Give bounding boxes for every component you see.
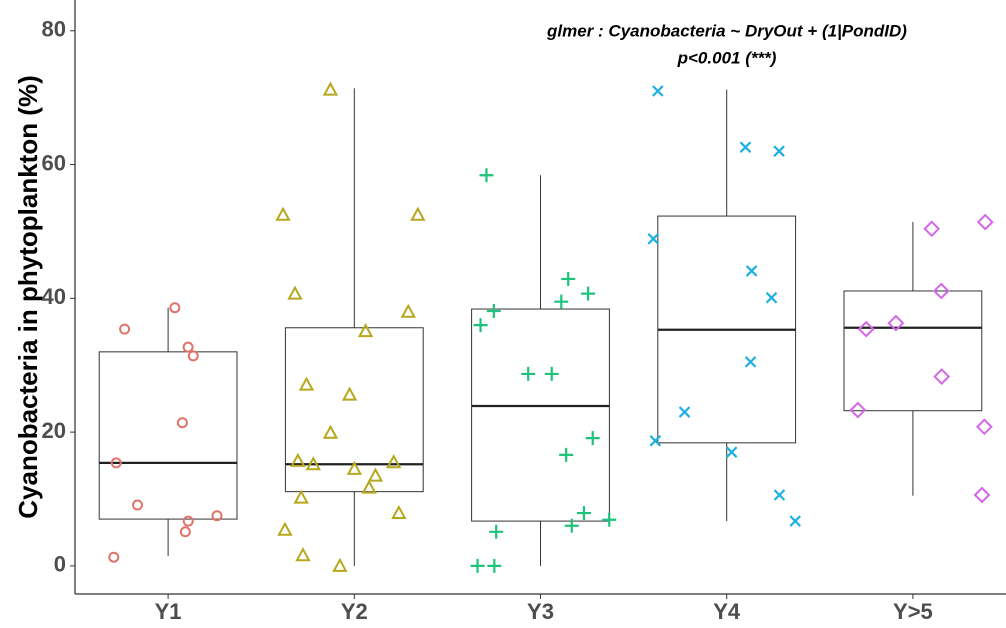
- y-tick-label: 40: [42, 284, 66, 309]
- point: [489, 524, 504, 539]
- point: [487, 558, 502, 573]
- point: [322, 424, 339, 439]
- point: [179, 526, 191, 538]
- point: [110, 457, 122, 469]
- point: [975, 418, 993, 436]
- point: [367, 467, 384, 482]
- point: [521, 366, 536, 381]
- point: [341, 386, 358, 401]
- y-tick-label: 0: [54, 552, 66, 577]
- x-tick-label: Y2: [341, 599, 368, 624]
- point: [295, 547, 311, 562]
- point: [973, 486, 991, 504]
- point: [298, 376, 315, 391]
- point: [652, 85, 664, 97]
- y-tick-label: 80: [42, 17, 66, 42]
- point: [849, 401, 867, 419]
- point: [400, 303, 416, 318]
- point: [322, 81, 339, 96]
- x-tick-label: Y4: [713, 599, 741, 624]
- point: [773, 489, 786, 501]
- point: [290, 452, 306, 467]
- point: [725, 446, 738, 458]
- point: [305, 456, 322, 471]
- point: [744, 356, 757, 368]
- point: [470, 558, 485, 573]
- point: [357, 323, 374, 338]
- point: [131, 499, 143, 511]
- point: [479, 168, 494, 183]
- point: [857, 320, 875, 338]
- y-tick-label: 60: [42, 150, 66, 175]
- point: [277, 521, 293, 536]
- point: [564, 518, 579, 533]
- point: [486, 304, 501, 319]
- point: [739, 141, 752, 153]
- point: [933, 368, 951, 386]
- point: [169, 302, 181, 314]
- point: [678, 406, 691, 418]
- point: [745, 265, 758, 277]
- point: [789, 515, 802, 527]
- point: [559, 447, 574, 462]
- point: [473, 318, 488, 333]
- point: [923, 220, 941, 238]
- point: [410, 206, 426, 221]
- point: [976, 213, 994, 231]
- point: [293, 489, 309, 504]
- y-axis-label: Cyanobacteria in phytoplankton (%): [13, 75, 43, 519]
- point: [576, 506, 591, 521]
- point: [182, 341, 194, 353]
- point: [275, 206, 291, 221]
- annotation: p<0.001 (***): [677, 48, 777, 67]
- point: [561, 271, 576, 286]
- box: [471, 308, 610, 522]
- point: [182, 515, 194, 527]
- x-tick-label: Y>5: [893, 599, 933, 624]
- x-tick-label: Y3: [527, 599, 554, 624]
- box: [284, 327, 424, 493]
- point: [554, 294, 569, 309]
- point: [361, 479, 377, 494]
- box: [98, 351, 238, 520]
- point: [773, 145, 785, 157]
- point: [585, 431, 600, 446]
- point: [346, 460, 363, 475]
- point: [581, 286, 596, 301]
- point: [287, 285, 303, 300]
- y-tick-label: 20: [42, 418, 66, 443]
- x-tick-label: Y1: [155, 599, 182, 624]
- point: [887, 314, 905, 332]
- point: [765, 291, 778, 304]
- point: [647, 233, 660, 245]
- point: [386, 454, 402, 469]
- point: [108, 551, 120, 563]
- point: [211, 510, 223, 522]
- point: [119, 323, 131, 335]
- point: [932, 282, 950, 300]
- point: [544, 366, 559, 381]
- point: [649, 435, 662, 447]
- point: [176, 417, 188, 429]
- point: [332, 557, 348, 572]
- annotation: glmer : Cyanobacteria ~ DryOut + (1|Pond…: [546, 21, 907, 40]
- point: [187, 350, 199, 362]
- point: [602, 512, 617, 527]
- box: [843, 290, 983, 412]
- point: [391, 504, 407, 520]
